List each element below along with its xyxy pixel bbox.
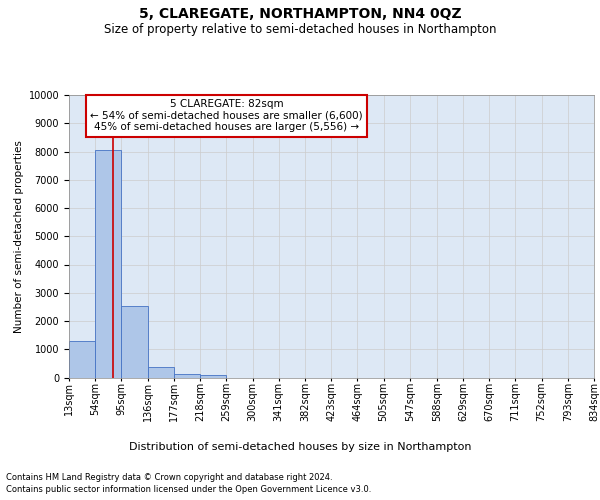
Bar: [174, 374, 200, 378]
Text: 5, CLAREGATE, NORTHAMPTON, NN4 0QZ: 5, CLAREGATE, NORTHAMPTON, NN4 0QZ: [139, 8, 461, 22]
Bar: [200, 375, 226, 378]
Text: 5 CLAREGATE: 82sqm
← 54% of semi-detached houses are smaller (6,600)
45% of semi: 5 CLAREGATE: 82sqm ← 54% of semi-detache…: [90, 99, 363, 132]
Bar: [69, 341, 95, 378]
Bar: [121, 306, 148, 378]
Bar: [95, 150, 121, 378]
Text: Contains HM Land Registry data © Crown copyright and database right 2024.: Contains HM Land Registry data © Crown c…: [6, 472, 332, 482]
Bar: [148, 367, 174, 378]
Text: Size of property relative to semi-detached houses in Northampton: Size of property relative to semi-detach…: [104, 22, 496, 36]
Y-axis label: Number of semi-detached properties: Number of semi-detached properties: [14, 140, 25, 332]
Text: Contains public sector information licensed under the Open Government Licence v3: Contains public sector information licen…: [6, 485, 371, 494]
Text: Distribution of semi-detached houses by size in Northampton: Distribution of semi-detached houses by …: [129, 442, 471, 452]
